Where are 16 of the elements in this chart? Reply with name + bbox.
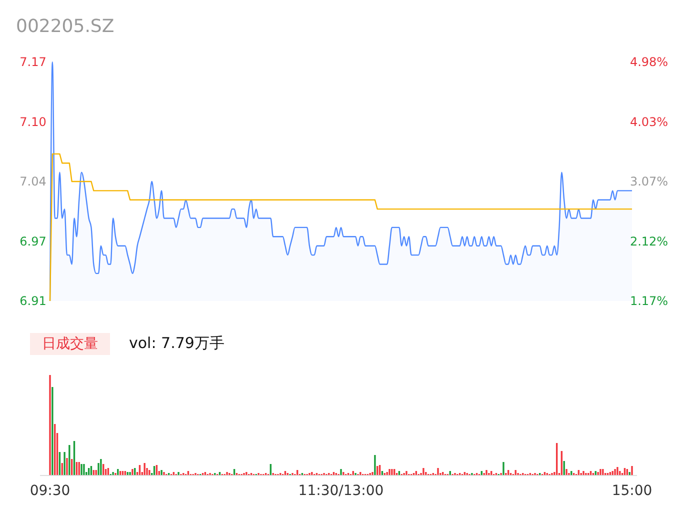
y-tick-label: 7.10 [20, 114, 46, 129]
x-tick-label: 11:30/13:00 [298, 483, 384, 499]
y2-tick-label: 4.03% [630, 114, 668, 129]
text: vol: 7.79万手 [129, 334, 224, 352]
y-tick-label: 7.17 [20, 55, 46, 70]
y-tick-label: 6.91 [20, 294, 46, 308]
y2-tick-label: 1.17% [630, 294, 668, 308]
x-tick-label: 09:30 [30, 483, 70, 499]
y2-tick-label: 2.12% [630, 234, 668, 248]
x-tick-label: 15:00 [612, 483, 652, 499]
y-tick-label: 6.97 [20, 234, 46, 248]
y2-tick-label: 3.07% [630, 174, 668, 189]
y-tick-label: 7.04 [20, 174, 46, 189]
chart-title: 002205.SZ [16, 16, 114, 37]
text: 日成交量 [42, 336, 98, 352]
y2-tick-label: 4.98% [630, 55, 668, 70]
